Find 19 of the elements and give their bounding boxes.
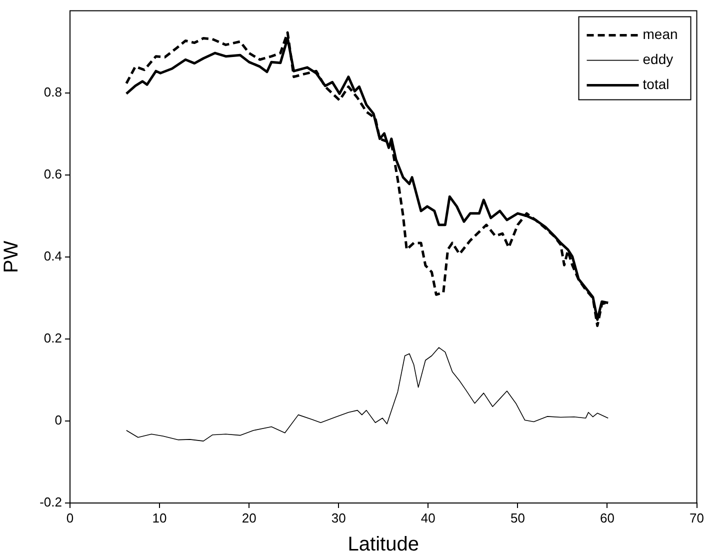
x-tick-label: 50 bbox=[510, 510, 525, 526]
y-tick-label: 0 bbox=[54, 412, 62, 428]
x-tick-label: 0 bbox=[66, 510, 74, 526]
x-tick-label: 30 bbox=[331, 510, 346, 526]
x-axis-title: Latitude bbox=[348, 534, 419, 556]
x-tick-label: 70 bbox=[690, 510, 704, 526]
y-tick-label: 0.8 bbox=[44, 84, 62, 100]
y-tick-label: -0.2 bbox=[40, 494, 62, 510]
y-tick-label: 0.2 bbox=[44, 330, 62, 346]
legend-label: mean bbox=[642, 26, 678, 42]
y-axis-title: PW bbox=[0, 240, 23, 274]
x-tick-label: 60 bbox=[600, 510, 614, 526]
y-tick-label: 0.6 bbox=[44, 166, 62, 182]
x-tick-label: 20 bbox=[242, 510, 256, 526]
x-tick-label: 40 bbox=[420, 510, 436, 526]
legend-label: eddy bbox=[642, 51, 674, 68]
legend-label: total bbox=[642, 76, 670, 92]
x-tick-label: 10 bbox=[152, 510, 167, 526]
y-tick-label: 0.4 bbox=[44, 248, 62, 264]
